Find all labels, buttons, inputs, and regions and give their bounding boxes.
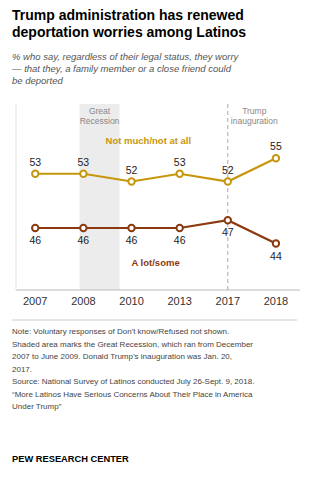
- point: [225, 178, 231, 184]
- data-label: 55: [270, 140, 282, 152]
- data-label: 46: [126, 234, 138, 246]
- annotation: Trumpinauguration: [231, 106, 278, 126]
- x-axis: [16, 290, 300, 291]
- data-label: 44: [270, 250, 282, 262]
- subtitle-line: — that they, a family member or a close …: [11, 63, 232, 74]
- annotation-line: Recession: [80, 116, 120, 126]
- note-line: Note: Voluntary responses of Don't know/…: [12, 327, 229, 336]
- annotation-line: Great: [89, 106, 111, 116]
- x-tick-label: 2007: [23, 295, 47, 307]
- point: [273, 240, 279, 246]
- data-label: 47: [222, 226, 234, 238]
- point: [176, 225, 182, 231]
- note: Note: Voluntary responses of Don't know/…: [12, 327, 254, 411]
- note-line: “More Latinos Have Serious Concerns Abou…: [12, 390, 253, 399]
- recession-shade: [80, 104, 120, 290]
- y-axis: [16, 104, 17, 290]
- x-tick-label: 2013: [167, 295, 191, 307]
- data-label: 52: [126, 164, 138, 176]
- annotation-line: inauguration: [231, 116, 278, 126]
- series-label: Not much/not at all: [106, 135, 192, 146]
- point: [176, 171, 182, 177]
- point: [128, 178, 134, 184]
- x-tick-label: 2008: [71, 295, 95, 307]
- x-tick-label: 2010: [119, 295, 143, 307]
- point: [273, 155, 279, 161]
- note-line: 2017.: [12, 365, 32, 374]
- series-line: [35, 158, 276, 181]
- note-line: Under Trump”: [12, 402, 62, 411]
- data-label: 53: [29, 156, 41, 168]
- background: [0, 0, 309, 496]
- title: Trump administration has reneweddeportat…: [12, 7, 246, 40]
- x-tick-label: 2017: [216, 295, 240, 307]
- point: [32, 171, 38, 177]
- data-label: 53: [78, 156, 90, 168]
- labels: 53 53 52 53 52 55 Not much/not at all 46 46 46 46 4…: [29, 135, 282, 267]
- data-label: 53: [174, 156, 186, 168]
- event-line: [227, 104, 228, 290]
- subtitle-line: % who say, regardless of their legal sta…: [12, 51, 240, 62]
- note-line: 2007 to June 2009. Donald Trump’s inaugu…: [12, 352, 232, 361]
- data-label: 46: [174, 234, 186, 246]
- note-line: Source: National Survey of Latinos condu…: [12, 377, 254, 386]
- title-line: Trump administration has renewed: [12, 7, 244, 23]
- chart: Trump administration has reneweddeportat…: [0, 0, 309, 496]
- annotation-line: Trump: [242, 106, 267, 116]
- note-line: Shaded area marks the Great Recession, w…: [12, 340, 253, 349]
- plot-marks: [32, 155, 279, 247]
- point: [80, 171, 86, 177]
- series-line: [35, 220, 276, 243]
- subtitle: % who say, regardless of their legal sta…: [11, 51, 240, 86]
- subtitle-line: be deported: [12, 75, 63, 86]
- point: [32, 225, 38, 231]
- source: PEW RESEARCH CENTER: [12, 454, 129, 464]
- point: [225, 217, 231, 223]
- data-label: 46: [29, 234, 41, 246]
- x-tick-label: 2018: [264, 295, 288, 307]
- data-label: 52: [222, 164, 234, 176]
- annotation: GreatRecession: [80, 106, 120, 126]
- point: [80, 225, 86, 231]
- point: [128, 225, 134, 231]
- separator: [12, 320, 297, 321]
- data-label: 46: [78, 234, 90, 246]
- series-label: A lot/some: [131, 257, 179, 268]
- title-line: deportation worries among Latinos: [12, 24, 246, 40]
